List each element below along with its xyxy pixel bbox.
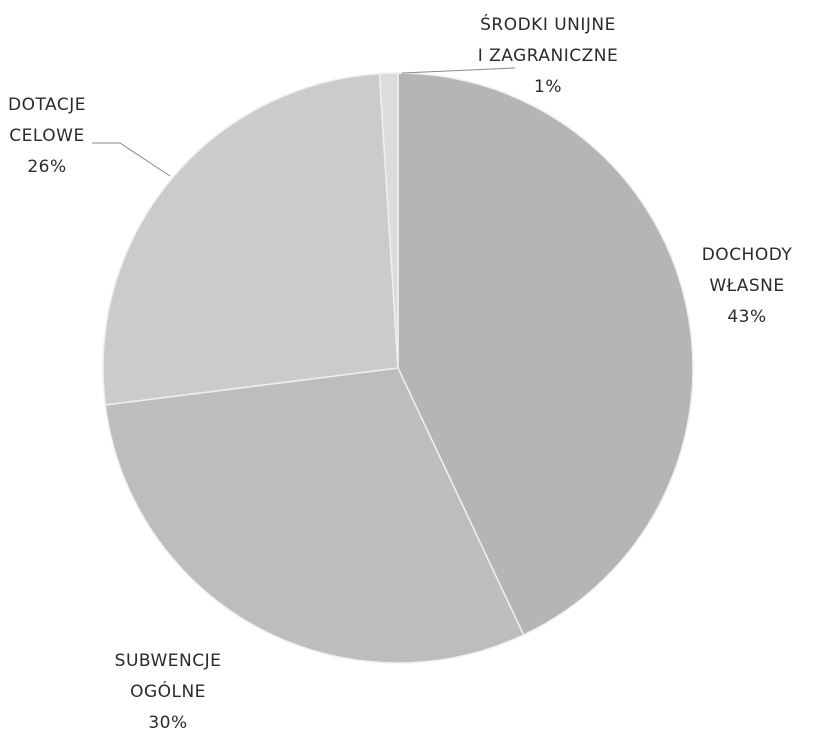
slice-category-label: OGÓLNE bbox=[130, 680, 206, 702]
slice-value-label: 30% bbox=[148, 713, 187, 729]
slice-label-2: SUBWENCJE OGÓLNE 30% bbox=[115, 651, 222, 729]
slice-category-label: CELOWE bbox=[9, 126, 84, 146]
slice-labels: DOCHODY WŁASNE 43% SUBWENCJE OGÓLNE 30% DOTACJ… bbox=[8, 13, 792, 729]
pie-slice-3 bbox=[102, 72, 399, 406]
leader-line-4 bbox=[401, 67, 516, 74]
pie-slice-2 bbox=[104, 367, 525, 664]
slice-value-label: 1% bbox=[534, 77, 562, 97]
pie-slice-4 bbox=[378, 72, 399, 369]
slice-label-1: DOCHODY WŁASNE 43% bbox=[702, 245, 793, 327]
slice-category-label: SUBWENCJE bbox=[115, 651, 222, 671]
slice-category-label: WŁASNE bbox=[709, 276, 784, 296]
slice-category-label: DOTACJE bbox=[8, 95, 86, 115]
pie-slice-1 bbox=[397, 72, 694, 636]
slice-value-label: 43% bbox=[727, 307, 766, 327]
slice-label-4: ŚRODKI UNIJNE I ZAGRANICZNE 1% bbox=[478, 13, 619, 97]
leader-lines bbox=[92, 67, 516, 177]
pie-slices bbox=[102, 72, 694, 664]
slice-value-label: 26% bbox=[27, 157, 66, 177]
slice-category-label: DOCHODY bbox=[702, 245, 793, 265]
slice-category-label: ŚRODKI UNIJNE bbox=[480, 13, 616, 35]
slice-label-3: DOTACJE CELOWE 26% bbox=[8, 95, 86, 177]
slice-category-label: I ZAGRANICZNE bbox=[478, 46, 619, 66]
leader-line-3 bbox=[92, 142, 171, 177]
